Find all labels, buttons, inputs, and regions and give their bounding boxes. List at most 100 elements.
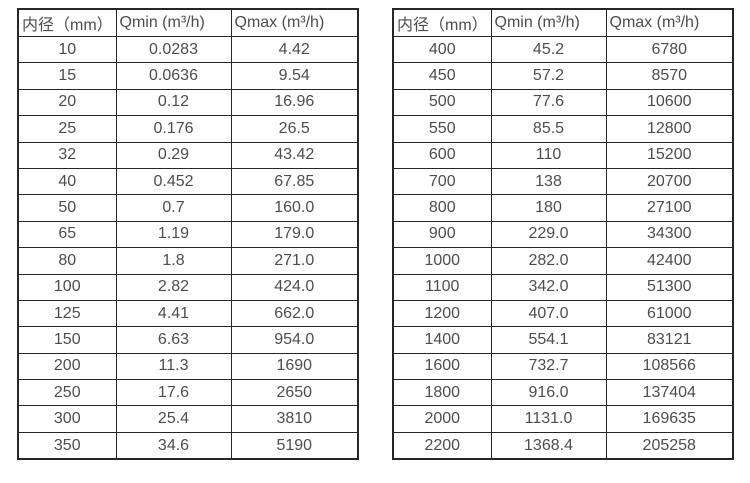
table-cell: 40 [17,167,117,196]
table-row: 600 110 15200 [392,141,734,169]
table-cell: 61000 [605,299,734,328]
table-cell: 8570 [605,62,734,90]
header-inner-diameter: 内径（mm） [17,8,117,37]
table-cell: 2650 [230,379,359,407]
table-cell: 1.8 [115,247,232,275]
table-cell: 34.6 [115,431,232,460]
table-cell: 300 [17,405,117,433]
table-cell: 9.54 [230,62,359,90]
table-row: 20 0.12 16.96 [17,88,359,117]
table-cell: 65 [17,220,117,249]
table-cell: 10 [17,35,117,64]
table-row: 1400 554.1 83121 [392,326,734,354]
table-cell: 17.6 [115,379,232,407]
table-cell: 0.0636 [115,62,232,90]
table-cell: 45.2 [490,35,607,64]
table-cell: 1600 [392,352,492,381]
table-cell: 916.0 [490,379,607,407]
table-row: 150 6.63 954.0 [17,326,359,354]
table-cell: 77.6 [490,88,607,117]
table-cell: 2200 [392,431,492,460]
table-cell: 2.82 [115,273,232,301]
table-cell: 0.12 [115,88,232,117]
table-cell: 1.19 [115,220,232,249]
table-row: 32 0.29 43.42 [17,141,359,169]
table-row: 800 180 27100 [392,194,734,222]
table-row: 65 1.19 179.0 [17,220,359,249]
table-cell: 450 [392,62,492,90]
table-cell: 229.0 [490,220,607,249]
table-cell: 150 [17,326,117,354]
table-cell: 100 [17,273,117,301]
table-cell: 20 [17,88,117,117]
table-row: 80 1.8 271.0 [17,247,359,275]
table-cell: 25.4 [115,405,232,433]
table-cell: 0.176 [115,115,232,143]
table-cell: 954.0 [230,326,359,354]
table-row: 15 0.0636 9.54 [17,62,359,90]
table-cell: 5190 [230,431,359,460]
table-cell: 43.42 [230,141,359,169]
table-row: 100 2.82 424.0 [17,273,359,301]
table-cell: 80 [17,247,117,275]
table-cell: 400 [392,35,492,64]
table-cell: 282.0 [490,247,607,275]
table-cell: 2000 [392,405,492,433]
table-row: 450 57.2 8570 [392,62,734,90]
header-qmin: Qmin (m³/h) [115,8,232,37]
header-qmax: Qmax (m³/h) [230,8,359,37]
table-cell: 205258 [605,431,734,460]
table-cell: 27100 [605,194,734,222]
table-cell: 500 [392,88,492,117]
table-cell: 1000 [392,247,492,275]
table-cell: 200 [17,352,117,381]
table-cell: 160.0 [230,194,359,222]
table-cell: 169635 [605,405,734,433]
table-cell: 600 [392,141,492,169]
table-cell: 11.3 [115,352,232,381]
table-row: 900 229.0 34300 [392,220,734,249]
table-cell: 67.85 [230,167,359,196]
table-row: 40 0.452 67.85 [17,167,359,196]
table-cell: 180 [490,194,607,222]
table-row: 550 85.5 12800 [392,115,734,143]
table-cell: 179.0 [230,220,359,249]
table-cell: 1368.4 [490,431,607,460]
table-cell: 0.452 [115,167,232,196]
table-cell: 6.63 [115,326,232,354]
table-row: 1000 282.0 42400 [392,247,734,275]
table-cell: 424.0 [230,273,359,301]
table-cell: 1690 [230,352,359,381]
table-cell: 0.0283 [115,35,232,64]
table-cell: 25 [17,115,117,143]
table-row: 300 25.4 3810 [17,405,359,433]
table-cell: 20700 [605,167,734,196]
table-row: 2200 1368.4 205258 [392,431,734,460]
table-cell: 1100 [392,273,492,301]
table-cell: 1131.0 [490,405,607,433]
table-cell: 4.41 [115,299,232,328]
table-cell: 0.7 [115,194,232,222]
table-cell: 1400 [392,326,492,354]
table-cell: 3810 [230,405,359,433]
table-row: 25 0.176 26.5 [17,115,359,143]
table-cell: 1800 [392,379,492,407]
table-cell: 32 [17,141,117,169]
table-row: 400 45.2 6780 [392,35,734,64]
table-row: 700 138 20700 [392,167,734,196]
table-cell: 12800 [605,115,734,143]
table-row: 350 34.6 5190 [17,431,359,460]
table-cell: 125 [17,299,117,328]
table-cell: 250 [17,379,117,407]
table-cell: 57.2 [490,62,607,90]
table-cell: 732.7 [490,352,607,381]
table-row: 1800 916.0 137404 [392,379,734,407]
table-cell: 26.5 [230,115,359,143]
table-cell: 900 [392,220,492,249]
table-cell: 110 [490,141,607,169]
table-cell: 34300 [605,220,734,249]
table-cell: 137404 [605,379,734,407]
table-cell: 662.0 [230,299,359,328]
table-cell: 6780 [605,35,734,64]
table-cell: 271.0 [230,247,359,275]
